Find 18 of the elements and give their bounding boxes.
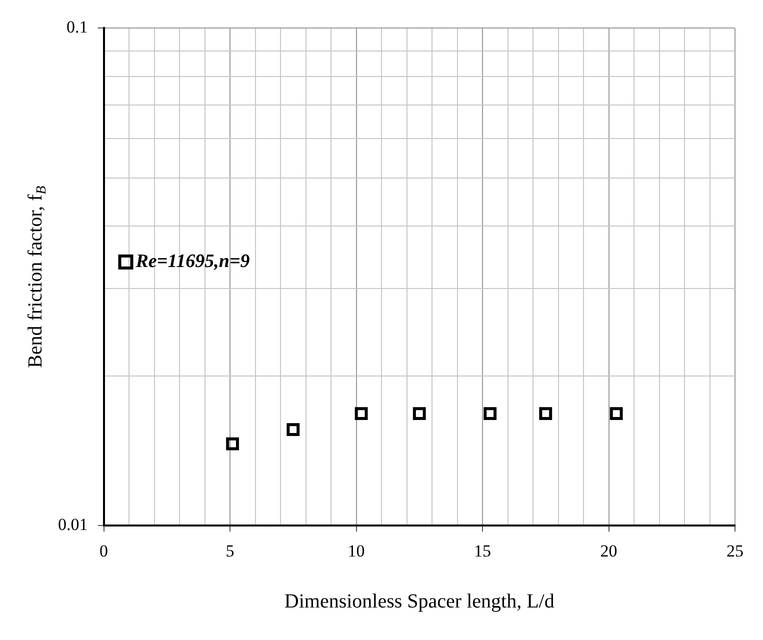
point: [354, 407, 368, 420]
x-axis-title: Dimensionless Spacer length, L/d: [284, 590, 554, 612]
point: [484, 407, 497, 420]
x-tick-label: 10: [348, 541, 365, 560]
x-tick-label: 15: [474, 541, 491, 560]
point: [286, 423, 300, 436]
x-tick-label: 20: [600, 541, 618, 560]
x-tick-label: 0: [100, 541, 108, 560]
point: [412, 407, 426, 420]
y-axis-title: Bend friction factor, fB: [24, 185, 50, 368]
y-tick-label: 0.01: [58, 515, 88, 534]
point: [610, 407, 623, 420]
point: [226, 437, 239, 450]
point: [539, 407, 552, 420]
y-tick-label: 0.1: [66, 18, 88, 37]
x-tick-label: 5: [226, 541, 234, 560]
legend-label: Re=11695,n=9: [134, 250, 250, 272]
x-tick-label: 25: [726, 541, 744, 560]
